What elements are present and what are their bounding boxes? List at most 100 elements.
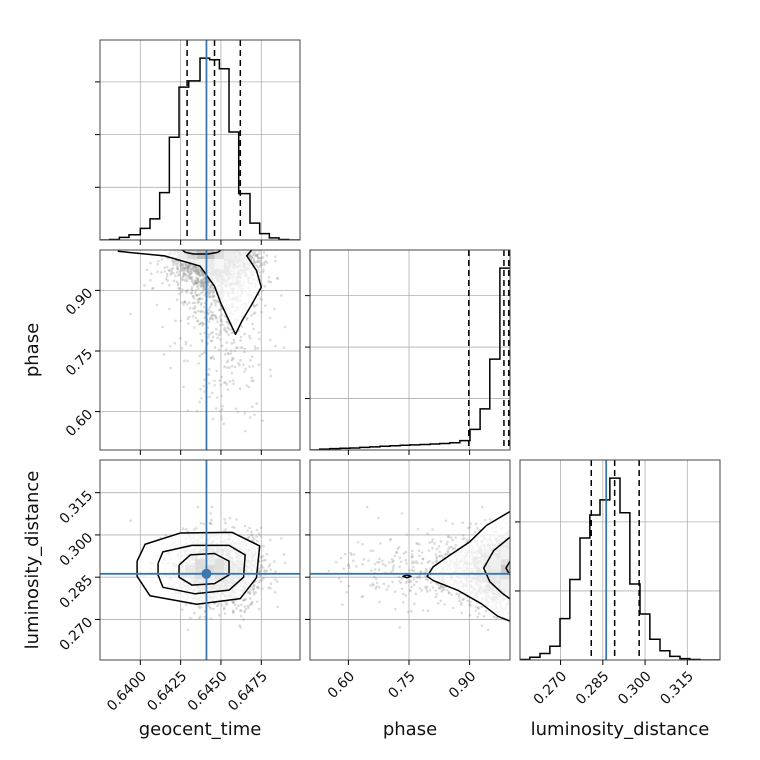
sample-point [196,319,199,323]
sample-point [237,604,240,608]
sample-point [216,320,219,324]
sample-point [250,600,254,604]
sample-point [258,570,261,573]
sample-point [150,287,154,290]
sample-point [269,582,273,586]
sample-point [259,256,263,260]
sample-point [248,591,252,594]
sample-point [267,275,271,279]
sample-point [187,275,191,279]
sample-point [202,280,206,284]
sample-point [194,281,198,284]
sample-point [261,576,264,580]
sample-point [180,277,183,280]
sample-point [232,609,235,613]
sample-point [244,597,248,601]
sample-point [234,407,238,411]
sample-point [174,319,177,323]
sample-point [250,533,254,537]
sample-point [447,591,451,594]
sample-point [180,346,184,350]
sample-point [171,259,174,263]
sample-point [233,526,236,529]
sample-point [217,348,221,352]
sample-point [210,505,214,509]
sample-point [247,590,250,594]
sample-point [263,304,267,308]
sample-point [195,271,199,274]
sample-point [211,313,215,317]
sample-point [180,268,183,272]
sample-point [214,316,218,319]
sample-point [233,365,237,369]
sample-point [194,281,198,284]
sample-point [225,360,229,364]
sample-point [428,589,432,592]
sample-point [178,270,181,273]
sample-point [401,592,405,596]
sample-point [207,335,210,339]
sample-point [195,294,198,297]
sample-point [417,549,421,553]
sample-point [177,287,181,290]
sample-point [201,288,205,291]
sample-point [184,342,188,346]
sample-point [192,282,195,285]
sample-point [257,252,261,256]
sample-point [433,542,436,545]
sample-point [268,316,272,320]
sample-point [209,339,213,342]
sample-point [200,278,204,282]
sample-point [351,559,355,562]
sample-point [223,518,226,521]
sample-point [172,261,175,264]
truth-marker [201,568,212,579]
sample-point [179,264,183,268]
sample-point [444,519,448,522]
sample-point [231,357,235,361]
sample-point [193,305,197,308]
sample-point [377,516,380,520]
sample-point [268,538,272,542]
sample-point [384,564,387,567]
sample-point [228,380,232,383]
sample-point [188,277,191,281]
sample-point [265,261,269,264]
sample-point [256,585,260,589]
sample-point [186,628,190,632]
sample-point [168,269,171,273]
sample-point [243,609,247,613]
sample-point [214,327,218,331]
sample-point [235,607,238,610]
sample-point [186,269,190,273]
sample-point [200,281,203,285]
sample-point [251,365,255,368]
sample-point [183,262,187,266]
sample-point [202,285,205,288]
sample-point [230,364,234,368]
sample-point [206,312,210,315]
sample-point [227,322,231,326]
sample-point [207,288,211,291]
sample-point [198,354,202,358]
sample-point [269,568,273,571]
sample-point [210,303,213,307]
sample-point [190,278,194,282]
sample-point [193,281,196,285]
sample-point [255,253,259,257]
panel-frame [99,459,301,661]
sample-point [220,408,224,411]
sample-point [195,285,199,288]
sample-point [202,384,206,388]
sample-point [197,273,201,276]
sample-point [189,271,193,274]
sample-point [220,375,223,379]
sample-point [149,278,152,282]
sample-point [214,407,218,410]
sample-point [259,297,262,300]
sample-point [232,600,236,604]
sample-point [200,338,204,342]
sample-point [161,325,165,329]
sample-point [202,275,206,279]
sample-point [203,378,206,381]
